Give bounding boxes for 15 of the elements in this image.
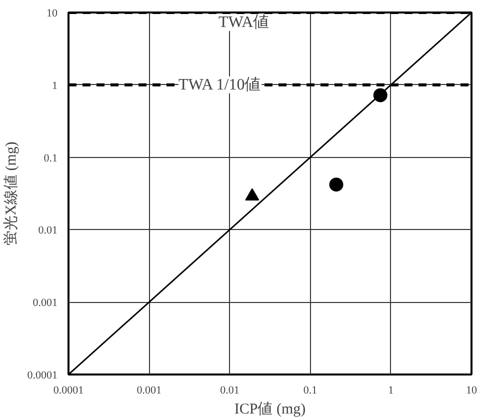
y-tick-label: 0.0001: [27, 370, 58, 382]
x-tick-label: 0.1: [303, 384, 318, 396]
y-tick-label: 0.001: [32, 297, 58, 310]
x-tick-label: 10: [466, 384, 478, 396]
x-tick-label: 1: [388, 384, 394, 396]
x-tick-label: 0.01: [220, 384, 240, 396]
y-tick-label: 0.01: [38, 224, 58, 237]
y-tick-label: 1: [52, 80, 58, 92]
x-tick-label: 0.001: [136, 384, 162, 396]
y-tick-label: 0.1: [44, 152, 58, 164]
x-axis-title: ICP値 (mg): [234, 400, 306, 418]
ref-line-label: TWA値: [218, 14, 270, 31]
y-tick-label: 10: [46, 8, 58, 20]
ref-line-label: TWA 1/10値: [178, 76, 261, 94]
y-axis-title: 蛍光X線値 (mg): [2, 142, 20, 246]
